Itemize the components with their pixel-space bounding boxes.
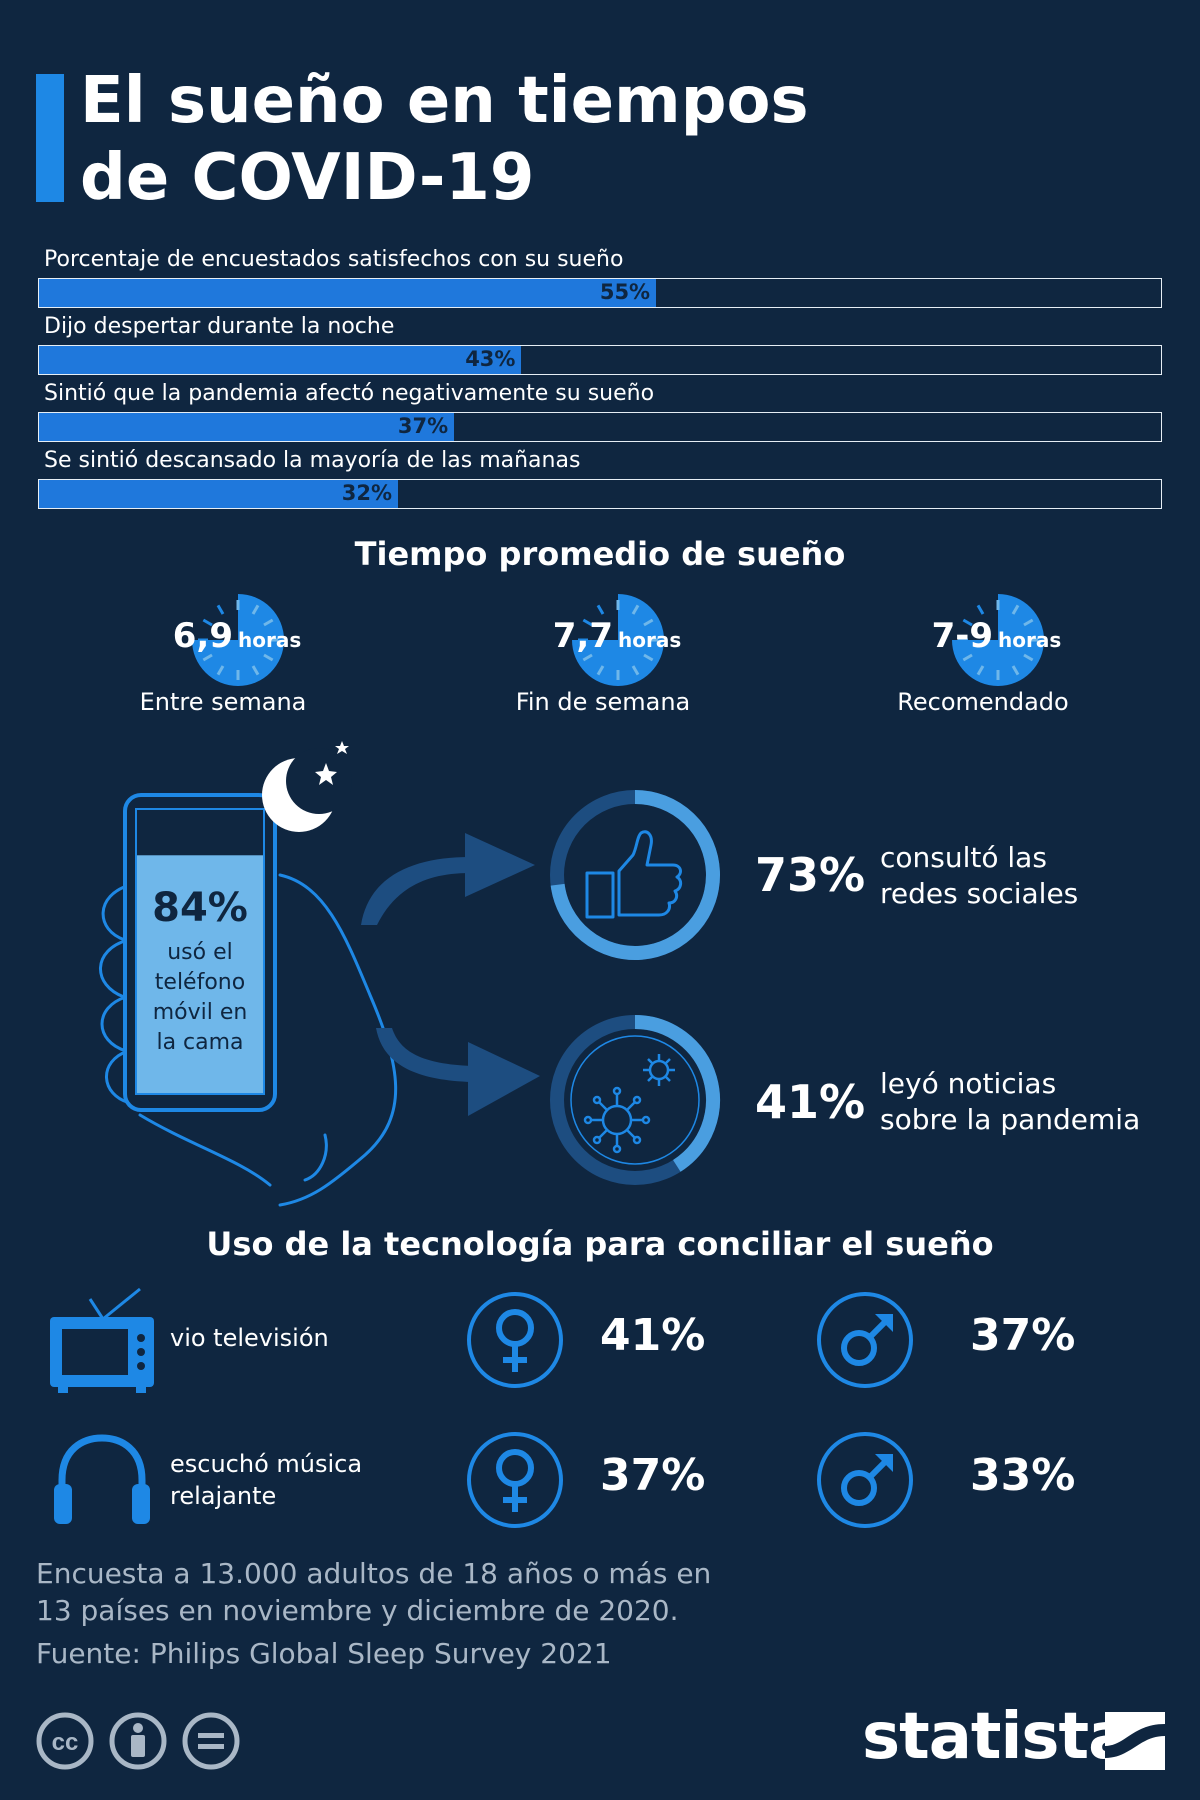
phone-caption-line: usó el — [167, 940, 233, 965]
social-media-description: consultó las redes sociales — [880, 840, 1078, 912]
bar-fill: 55% — [39, 279, 657, 307]
hand-phone-illustration — [99, 741, 398, 1207]
page-title-line-2: de COVID-19 — [80, 141, 535, 215]
sleep-caption: Fin de semana — [515, 688, 691, 716]
sleep-hours-unit: horas — [998, 628, 1062, 652]
bar-category-label: Dijo despertar durante la noche — [44, 314, 395, 339]
social-media-donut — [550, 790, 720, 960]
music-label: escuchó música relajante — [170, 1448, 362, 1512]
phone-caption-line: móvil en — [152, 1000, 248, 1025]
thumbs-up-icon — [585, 830, 683, 919]
phone-caption-line: teléfono — [154, 970, 246, 995]
bar-track: 37% — [38, 412, 1162, 442]
clock-icon — [572, 594, 664, 686]
pandemic-news-description: leyó noticias sobre la pandemia — [880, 1066, 1140, 1138]
sleep-time-item: 6,9 horas Entre semana — [73, 590, 373, 730]
phone-screen — [135, 808, 265, 1095]
donut-value-arc — [634, 1015, 720, 1172]
female-icon — [467, 1292, 563, 1388]
stat-desc-line: consultó las — [880, 841, 1047, 874]
music-female-percent: 37% — [600, 1450, 706, 1501]
clock-icon — [192, 594, 284, 686]
pandemic-news-percent: 41% — [755, 1075, 866, 1129]
sleep-hours-unit: horas — [238, 628, 302, 652]
male-icon — [817, 1432, 913, 1528]
arrow-icon-upper — [361, 833, 535, 925]
social-media-percent: 73% — [755, 848, 866, 902]
bar-fill: 32% — [39, 480, 399, 508]
virus-icon — [583, 1054, 675, 1154]
bar-category-label: Porcentaje de encuestados satisfechos co… — [44, 247, 624, 272]
sleep-section-title: Tiempo promedio de sueño — [354, 535, 846, 573]
license-icons: cc — [36, 1712, 240, 1770]
tech-label-line: escuchó música — [170, 1450, 363, 1478]
donut-inner-ring — [570, 1035, 700, 1165]
sleep-hours-value: 7,7 — [552, 616, 613, 656]
bar-track: 55% — [38, 278, 1162, 308]
sleep-time-item: 7-9 horas Recomendado — [833, 590, 1133, 730]
phone-usage-percent: 84% — [152, 885, 248, 931]
sleep-caption: Entre semana — [139, 688, 307, 716]
phone-usage-fill — [137, 855, 263, 1093]
page-title-line-1: El sueño en tiempos — [80, 64, 809, 138]
statista-logo-text: statista — [862, 1700, 1131, 1774]
stat-desc-line: sobre la pandemia — [880, 1103, 1141, 1136]
title-accent-bar — [36, 74, 64, 202]
donut-value-arc — [550, 790, 720, 960]
survey-note-line: 13 países en noviembre y diciembre de 20… — [36, 1594, 679, 1627]
tech-label-line: vio televisión — [170, 1324, 329, 1352]
tv-icon — [50, 1287, 154, 1393]
statista-logo-icon — [1105, 1712, 1165, 1770]
attribution-icon — [109, 1712, 167, 1770]
bar-fill: 37% — [39, 413, 455, 441]
bar-value-label: 55% — [599, 280, 651, 304]
tv-female-percent: 41% — [600, 1310, 706, 1361]
moon-icon — [262, 748, 352, 832]
sleep-hours-unit: horas — [618, 628, 682, 652]
pandemic-news-donut — [550, 1015, 720, 1185]
tv-label: vio televisión — [170, 1322, 329, 1354]
female-icon — [467, 1432, 563, 1528]
source-note: Fuente: Philips Global Sleep Survey 2021 — [36, 1637, 612, 1670]
stat-desc-line: leyó noticias — [880, 1067, 1057, 1100]
no-derivatives-icon — [182, 1712, 240, 1770]
headphones-icon — [54, 1434, 150, 1524]
male-icon — [817, 1292, 913, 1388]
stat-desc-line: redes sociales — [880, 877, 1079, 910]
sleep-caption: Recomendado — [897, 688, 1069, 716]
phone-usage-caption: usó el teléfono móvil en la cama — [137, 938, 263, 1058]
svg-text:cc: cc — [52, 1729, 79, 1756]
sleep-hours-value: 7-9 — [931, 616, 993, 656]
arrow-icon-lower — [376, 1028, 540, 1116]
cc-icon: cc — [36, 1712, 94, 1770]
tech-label-line: relajante — [170, 1482, 277, 1510]
bar-track: 32% — [38, 479, 1162, 509]
bar-category-label: Sintió que la pandemia afectó negativame… — [44, 381, 655, 406]
star-icon — [315, 741, 349, 785]
bar-track: 43% — [38, 345, 1162, 375]
hand-outline — [99, 873, 398, 1207]
bar-category-label: Se sintió descansado la mayoría de las m… — [44, 448, 581, 473]
sleep-hours-value: 6,9 — [172, 616, 233, 656]
phone-caption-line: la cama — [156, 1030, 244, 1055]
music-male-percent: 33% — [970, 1450, 1076, 1501]
bar-value-label: 32% — [341, 481, 393, 505]
survey-note-line: Encuesta a 13.000 adultos de 18 años o m… — [36, 1557, 712, 1590]
tv-male-percent: 37% — [970, 1310, 1076, 1361]
bar-fill: 43% — [39, 346, 522, 374]
bar-value-label: 37% — [397, 414, 449, 438]
sleep-time-item: 7,7 horas Fin de semana — [453, 590, 753, 730]
clock-icon — [952, 594, 1044, 686]
tech-section-title: Uso de la tecnología para conciliar el s… — [206, 1225, 994, 1263]
bar-value-label: 43% — [465, 347, 516, 371]
